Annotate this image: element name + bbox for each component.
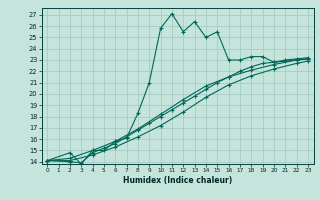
X-axis label: Humidex (Indice chaleur): Humidex (Indice chaleur): [123, 176, 232, 185]
